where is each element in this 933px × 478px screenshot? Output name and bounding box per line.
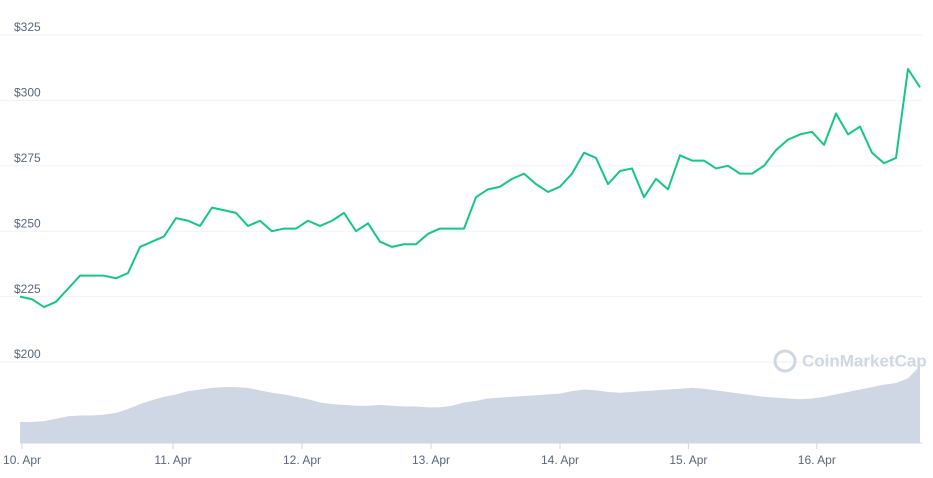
x-tick-label: 11. Apr bbox=[154, 453, 191, 467]
volume-layer bbox=[20, 366, 920, 443]
plot bbox=[19, 68, 921, 309]
x-tick-label: 14. Apr bbox=[541, 453, 579, 467]
watermark: CoinMarketCap bbox=[773, 349, 927, 373]
grid: $200 $225 $250 $275 $300 $325 10. Apr 11. Apr 12… bbox=[0, 20, 922, 467]
volume-area bbox=[20, 366, 920, 443]
y-tick-label: $225 bbox=[14, 282, 41, 296]
y-tick-label: $200 bbox=[14, 347, 41, 361]
x-tick-label: 12. Apr bbox=[283, 453, 321, 467]
x-tick-label: 16. Apr bbox=[798, 453, 836, 467]
y-tick-label: $325 bbox=[14, 20, 41, 34]
y-tick-label: $250 bbox=[14, 216, 41, 230]
y-tick-label: $300 bbox=[14, 86, 41, 100]
price-line bbox=[19, 68, 921, 309]
x-tick-label: 13. Apr bbox=[412, 453, 450, 467]
watermark-text: CoinMarketCap bbox=[802, 351, 927, 370]
y-tick-label: $275 bbox=[14, 151, 41, 165]
x-tick-label: 15. Apr bbox=[669, 453, 707, 467]
watermark-logo bbox=[773, 349, 797, 373]
x-tick-label: 10. Apr bbox=[3, 453, 41, 467]
